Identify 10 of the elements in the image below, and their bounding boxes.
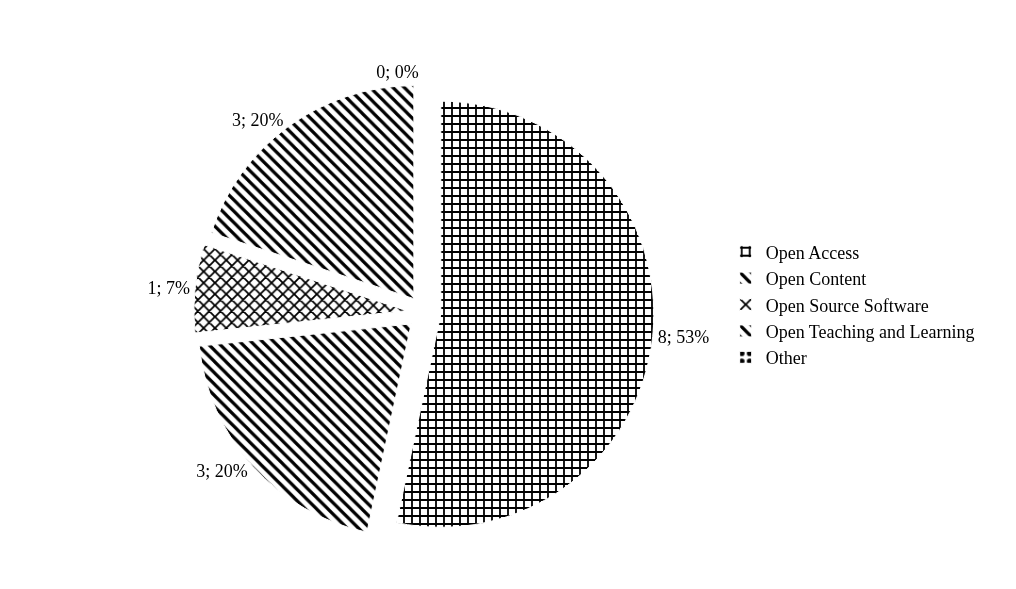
data-label: 1; 7% [147, 278, 191, 299]
text: 0; 0% [376, 62, 419, 83]
data-label: 8; 53% [657, 326, 710, 347]
legend-label: Open Teaching and Learning [765, 321, 975, 342]
legend-label: Other [765, 348, 807, 369]
legend-label: Open Source Software [765, 295, 929, 316]
data-label: 3; 20% [196, 460, 248, 481]
legend-label: Open Access [765, 242, 860, 263]
legend-label: Open Content [765, 269, 867, 290]
data-label: 3; 20% [232, 109, 284, 130]
